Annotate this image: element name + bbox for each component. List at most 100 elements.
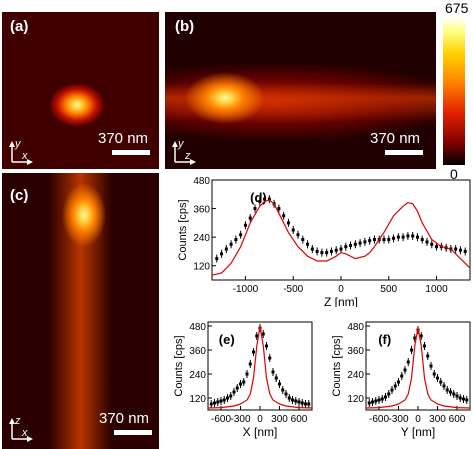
x-tick-label: -500 <box>283 284 303 295</box>
data-point <box>239 233 243 237</box>
x-tick-label: 600 <box>449 414 466 425</box>
data-point <box>372 238 376 242</box>
data-point <box>213 401 216 405</box>
panel-label: (f) <box>378 332 391 347</box>
x-tick-label: 600 <box>291 414 308 425</box>
data-point <box>304 402 307 406</box>
data-point <box>426 354 430 358</box>
data-point <box>396 235 400 239</box>
data-point <box>229 394 233 398</box>
data-point <box>245 372 249 376</box>
data-point <box>296 233 300 237</box>
data-point <box>209 402 213 406</box>
data-point <box>219 399 223 403</box>
data-point <box>253 207 257 211</box>
data-point <box>216 400 220 404</box>
data-point <box>377 398 381 402</box>
y-axis-label: Counts [cps] <box>173 335 185 396</box>
data-point <box>232 390 236 394</box>
data-point <box>455 394 459 398</box>
data-point <box>429 364 433 368</box>
data-point <box>374 399 378 403</box>
data-point <box>393 384 397 388</box>
data-point <box>234 238 238 242</box>
y-tick-label: 240 <box>189 370 206 381</box>
x-tick-label: 0 <box>415 414 421 425</box>
data-point <box>306 242 310 246</box>
data-point <box>403 368 407 372</box>
data-point <box>358 241 362 245</box>
data-point <box>380 397 384 401</box>
data-point <box>310 247 314 251</box>
data-point <box>278 382 281 386</box>
data-point <box>462 397 465 401</box>
data-point <box>226 396 229 400</box>
data-point <box>430 242 434 246</box>
data-point <box>286 221 290 225</box>
data-point <box>220 252 224 256</box>
data-point <box>368 239 372 243</box>
data-point <box>274 376 278 380</box>
data-point <box>392 236 396 240</box>
scale-bar-b <box>385 150 423 155</box>
data-point <box>263 197 267 201</box>
data-point <box>287 396 291 400</box>
y-axis-label: Counts [cps] <box>177 199 189 260</box>
x-tick-label: 0 <box>257 414 263 425</box>
y-tick-label: 480 <box>347 322 364 333</box>
axis-indicator-b <box>172 141 196 165</box>
panel-label-c: (c) <box>10 187 29 204</box>
y-tick-label: 120 <box>189 394 206 405</box>
data-point <box>268 356 272 360</box>
data-point <box>406 360 410 364</box>
fit-line <box>365 327 471 409</box>
colorbar-min-label: 0 <box>450 166 458 182</box>
data-point <box>229 242 233 246</box>
x-tick-label: 1000 <box>425 284 448 295</box>
image-panel-a: (a) 370 nm x y <box>2 12 159 169</box>
x-tick-label: 300 <box>271 414 288 425</box>
x-axis-label: Y [nm] <box>401 425 435 439</box>
data-point <box>425 240 429 244</box>
data-point <box>265 344 268 348</box>
data-point <box>439 380 443 384</box>
y-tick-label: 360 <box>347 346 364 357</box>
data-point <box>349 243 353 247</box>
axis-indicator-c <box>9 418 33 442</box>
image-panel-c: (c) 370 nm x z <box>2 173 159 449</box>
data-point <box>390 388 394 392</box>
panel-label-a: (a) <box>10 18 29 35</box>
data-point <box>284 392 288 396</box>
axis-label-a-2: y <box>15 138 21 150</box>
data-point <box>282 214 286 218</box>
colorbar <box>443 17 465 165</box>
y-tick-label: 120 <box>347 394 364 405</box>
y-tick-label: 240 <box>193 233 210 244</box>
data-point <box>384 395 387 399</box>
data-point <box>465 398 469 402</box>
data-point <box>239 382 242 386</box>
x-tick-label: -1000 <box>233 284 259 295</box>
data-point <box>410 348 413 352</box>
data-point <box>315 249 319 253</box>
data-point <box>255 334 259 338</box>
axis-label-b-1: z <box>185 150 191 162</box>
data-point <box>297 400 301 404</box>
data-point <box>463 249 467 253</box>
scale-bar-label-b: 370 nm <box>370 130 421 147</box>
data-point <box>258 199 262 203</box>
data-point <box>224 247 228 251</box>
data-point <box>413 336 417 340</box>
data-point <box>329 249 333 253</box>
data-point <box>277 207 281 211</box>
data-point <box>445 388 449 392</box>
panel-label-b: (b) <box>175 18 195 35</box>
data-point <box>454 247 458 251</box>
data-point <box>291 228 295 232</box>
fit-line <box>207 325 313 409</box>
data-point <box>435 245 439 249</box>
plot-e: 120 240 360 480 -600 -300 0 300 600 X [nm] Counts … <box>173 321 313 439</box>
x-tick-label: 0 <box>338 284 344 295</box>
data-point <box>423 344 426 348</box>
data-point <box>382 238 386 242</box>
